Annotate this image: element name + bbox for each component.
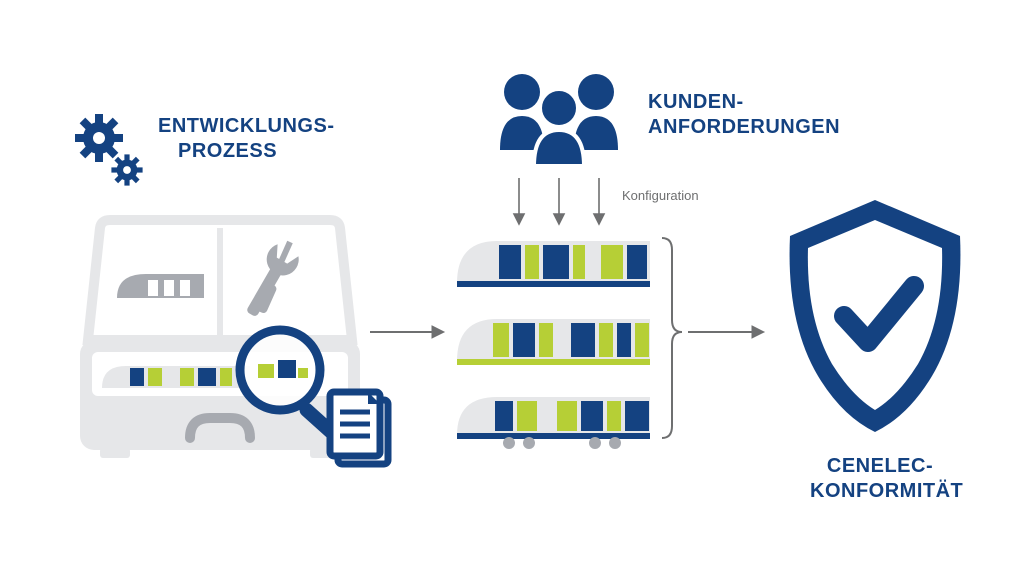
train-2	[457, 319, 650, 365]
label-customer-line1: KUNDEN-	[648, 91, 744, 113]
document-icon	[330, 392, 388, 464]
label-development: ENTWICKLUNGS- PROZESS	[158, 114, 334, 164]
arrow-dev-to-config	[370, 326, 444, 338]
train-variants	[457, 241, 650, 449]
people-icon	[500, 74, 618, 166]
label-development-line1: ENTWICKLUNGS-	[158, 115, 334, 137]
label-configuration: Konfiguration	[622, 188, 699, 204]
label-development-line2: PROZESS	[158, 140, 277, 162]
config-arrows-down	[514, 178, 604, 224]
label-conformity-line2: KONFORMITÄT	[810, 480, 963, 502]
arrow-config-to-shield	[688, 326, 764, 338]
label-conformity: CENELEC- KONFORMITÄT	[810, 454, 950, 504]
shield-icon	[790, 200, 961, 432]
gears-icon	[75, 114, 143, 186]
label-conformity-line1: CENELEC-	[827, 455, 933, 477]
train-3	[457, 397, 650, 449]
train-1	[457, 241, 650, 287]
label-customer: KUNDEN- ANFORDERUNGEN	[648, 90, 840, 140]
bracket-icon	[662, 238, 682, 438]
label-customer-line2: ANFORDERUNGEN	[648, 116, 840, 138]
